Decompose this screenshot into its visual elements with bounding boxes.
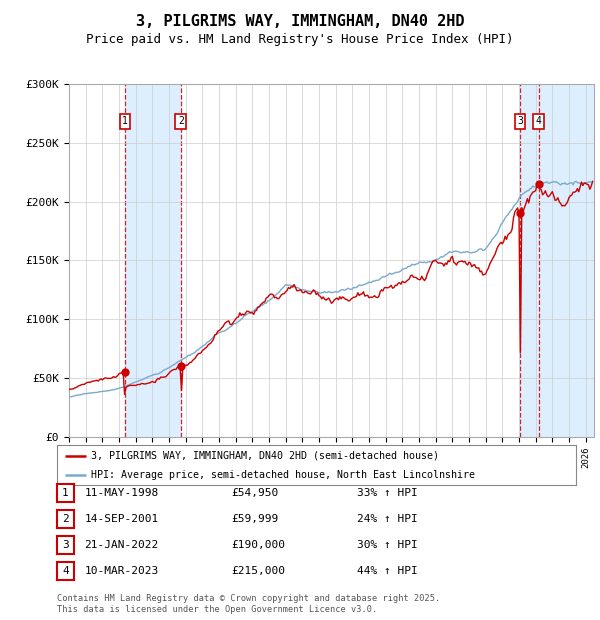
Text: 44% ↑ HPI: 44% ↑ HPI bbox=[357, 566, 418, 576]
Text: 2: 2 bbox=[62, 514, 69, 524]
Text: 4: 4 bbox=[62, 566, 69, 576]
Text: 3: 3 bbox=[517, 117, 523, 126]
Text: 33% ↑ HPI: 33% ↑ HPI bbox=[357, 488, 418, 498]
Text: 3, PILGRIMS WAY, IMMINGHAM, DN40 2HD (semi-detached house): 3, PILGRIMS WAY, IMMINGHAM, DN40 2HD (se… bbox=[91, 451, 439, 461]
Text: 30% ↑ HPI: 30% ↑ HPI bbox=[357, 540, 418, 550]
Text: 3, PILGRIMS WAY, IMMINGHAM, DN40 2HD: 3, PILGRIMS WAY, IMMINGHAM, DN40 2HD bbox=[136, 14, 464, 29]
Text: Price paid vs. HM Land Registry's House Price Index (HPI): Price paid vs. HM Land Registry's House … bbox=[86, 33, 514, 46]
Text: £190,000: £190,000 bbox=[231, 540, 285, 550]
Text: 11-MAY-1998: 11-MAY-1998 bbox=[85, 488, 159, 498]
Text: 14-SEP-2001: 14-SEP-2001 bbox=[85, 514, 159, 524]
Text: £54,950: £54,950 bbox=[231, 488, 278, 498]
Text: HPI: Average price, semi-detached house, North East Lincolnshire: HPI: Average price, semi-detached house,… bbox=[91, 470, 475, 480]
Text: 10-MAR-2023: 10-MAR-2023 bbox=[85, 566, 159, 576]
Text: 3: 3 bbox=[62, 540, 69, 550]
Text: 24% ↑ HPI: 24% ↑ HPI bbox=[357, 514, 418, 524]
Text: 4: 4 bbox=[536, 117, 542, 126]
Text: Contains HM Land Registry data © Crown copyright and database right 2025.
This d: Contains HM Land Registry data © Crown c… bbox=[57, 595, 440, 614]
Text: 2: 2 bbox=[178, 117, 184, 126]
Text: 21-JAN-2022: 21-JAN-2022 bbox=[85, 540, 159, 550]
Text: £59,999: £59,999 bbox=[231, 514, 278, 524]
Text: 1: 1 bbox=[122, 117, 128, 126]
Text: 1: 1 bbox=[62, 488, 69, 498]
Bar bbox=[125, 84, 181, 437]
Bar bbox=[520, 84, 594, 437]
Text: £215,000: £215,000 bbox=[231, 566, 285, 576]
